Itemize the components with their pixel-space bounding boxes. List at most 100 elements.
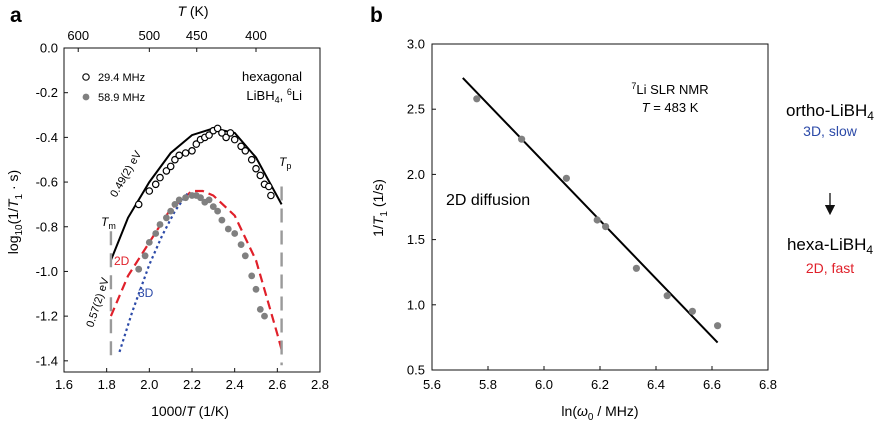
- y-tick-label-a: -1.2: [36, 309, 58, 324]
- x-tick-label-b: 6.2: [591, 377, 609, 392]
- x-tick-label-a: 2.6: [268, 377, 286, 392]
- top-axis-title: T (K): [177, 3, 208, 19]
- data-point-58mhz: [167, 207, 175, 215]
- y-tick-label-a: -1.4: [36, 353, 58, 368]
- data-point-29mhz: [205, 131, 213, 139]
- fit-line: [462, 77, 719, 344]
- ortho-sublabel: 3D, slow: [803, 123, 858, 139]
- label-2d: 2D: [114, 254, 130, 268]
- top-tick-label: 600: [67, 28, 89, 43]
- data-point-29mhz: [256, 171, 265, 180]
- top-tick-label: 450: [186, 28, 208, 43]
- legend-label-58mhz: 58.9 MHz: [98, 92, 145, 104]
- y-tick-label-b: 3.0: [407, 37, 425, 52]
- x-axis-title-b: ln(ω0 / MHz): [561, 403, 638, 421]
- data-point-58mhz: [152, 230, 160, 237]
- data-points-b: [473, 95, 722, 330]
- x-axis-a: 1.6 1.8 2.0 2.2 2.4 2.6 2.8: [55, 368, 329, 392]
- data-point-29mhz: [134, 200, 143, 209]
- data-point-58mhz: [231, 230, 239, 237]
- data-point-58mhz: [141, 252, 149, 260]
- data-point-b: [663, 292, 671, 300]
- legend-label-29mhz: 29.4 MHz: [98, 72, 145, 84]
- activation-energy-upper: 0.49(2) eV: [108, 148, 144, 199]
- x-tick-label-b: 6.4: [647, 377, 665, 392]
- panel-b: b 5.6 5.8 6.0 6.2 6.4 6.6 6.8 0.5 1.0 1.5 2.0 2.5 3…: [370, 4, 777, 421]
- x-tick-label-a: 2.0: [140, 377, 158, 392]
- x-tick-label-b: 5.8: [479, 377, 497, 392]
- data-point-58mhz: [241, 252, 249, 260]
- data-point-b: [593, 216, 601, 224]
- data-point-29mhz: [237, 142, 245, 151]
- y-tick-label-a: -0.2: [36, 85, 58, 100]
- x-tick-label-a: 1.8: [98, 377, 116, 392]
- data-point-b: [518, 135, 526, 143]
- data-point-29mhz: [252, 164, 260, 173]
- annotation-temperature: T = 483 K: [642, 100, 699, 115]
- legend-marker-open: [82, 73, 90, 81]
- data-point-58mhz: [218, 216, 226, 224]
- data-point-29mhz: [230, 135, 239, 144]
- data-point-29mhz: [213, 124, 222, 133]
- x-tick-label-a: 2.8: [311, 377, 329, 392]
- data-point-29mhz: [166, 162, 175, 171]
- data-point-58mhz: [145, 239, 153, 246]
- fit-curves-a: [109, 127, 283, 353]
- y-tick-label-b: 0.5: [407, 363, 425, 378]
- activation-energy-lower: 0.57(2) eV: [84, 276, 111, 329]
- data-point-58mhz: [135, 265, 143, 273]
- data-point-29mhz: [181, 149, 190, 157]
- data-point-29mhz: [156, 173, 164, 182]
- x-tick-label-a: 2.4: [226, 377, 244, 392]
- top-tick-label: 500: [138, 28, 160, 43]
- top-tick-label: 400: [245, 28, 267, 43]
- annotation-libh4: LiBH4, 6Li: [246, 87, 302, 105]
- data-point-29mhz: [218, 129, 226, 137]
- data-point-58mhz: [171, 201, 179, 208]
- data-point-58mhz: [248, 272, 256, 280]
- data-point-58mhz: [163, 214, 170, 222]
- annotation-2d-diffusion: 2D diffusion: [446, 192, 530, 209]
- x-axis-title-a: 1000/T (1/K): [151, 403, 229, 419]
- y-tick-label-b: 2.5: [407, 102, 425, 117]
- data-points-a: [134, 124, 275, 320]
- data-point-b: [688, 307, 697, 315]
- data-point-58mhz: [214, 207, 222, 215]
- data-point-29mhz: [145, 187, 154, 195]
- y-tick-label-a: -0.8: [36, 219, 58, 234]
- data-point-29mhz: [241, 147, 250, 155]
- fit-curve-2d: [109, 189, 283, 350]
- data-point-29mhz: [151, 180, 160, 189]
- panel-a: a 1.6 1.8 2.0 2.2 2.4 2.6 2.8 0.0 -0.2 -0.4 -0.6 -…: [5, 3, 329, 419]
- x-tick-label-b: 5.6: [423, 377, 441, 392]
- legend-marker-filled: [82, 93, 90, 101]
- x-tick-label-a: 1.6: [55, 377, 73, 392]
- y-axis-b: 0.5 1.0 1.5 2.0 2.5 3.0: [407, 37, 436, 378]
- panel-label-b: b: [370, 4, 383, 27]
- data-point-58mhz: [182, 194, 190, 202]
- data-point-58mhz: [197, 194, 204, 202]
- top-axis-a: 600 500 450 400: [67, 28, 267, 52]
- x-tick-label-b: 6.0: [535, 377, 553, 392]
- y-tick-label-a: -0.4: [36, 130, 58, 145]
- fit-line-b: [462, 77, 719, 344]
- data-point-58mhz: [252, 285, 260, 293]
- data-point-58mhz: [256, 306, 264, 313]
- y-axis-a: 0.0 -0.2 -0.4 -0.6 -0.8 -1.0 -1.2 -1.4: [36, 41, 68, 368]
- y-axis-title-b: 1/T1 (1/s): [370, 179, 390, 237]
- data-point-29mhz: [188, 147, 196, 155]
- phase-scheme: ortho-LiBH4 3D, slow hexa-LiBH4 2D, fast: [786, 101, 874, 276]
- data-point-58mhz: [261, 312, 268, 320]
- label-3d: 3D: [138, 286, 154, 300]
- data-point-29mhz: [171, 155, 179, 164]
- data-point-58mhz: [237, 241, 245, 249]
- data-point-29mhz: [175, 151, 184, 160]
- data-point-58mhz: [175, 196, 183, 204]
- tp-label: Tp: [279, 155, 291, 171]
- y-axis-title-a: log10(1/T1 · s): [5, 170, 25, 254]
- data-point-b: [602, 223, 610, 231]
- data-point-29mhz: [192, 140, 201, 148]
- legend-a: 29.4 MHz 58.9 MHz: [82, 72, 145, 104]
- data-point-29mhz: [247, 155, 256, 164]
